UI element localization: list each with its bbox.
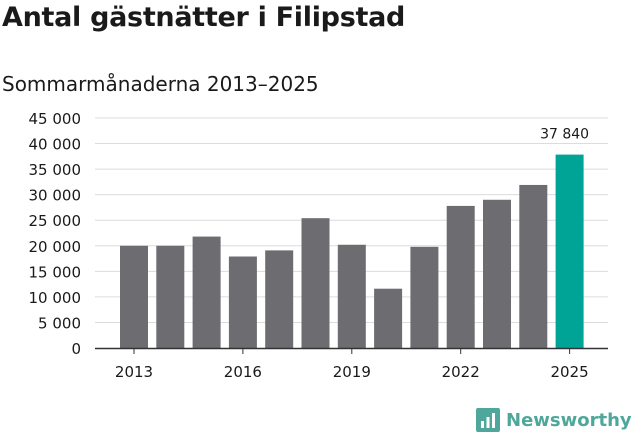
chart-subtitle: Sommarmånaderna 2013–2025 [2, 72, 319, 96]
x-tick-label: 2019 [333, 363, 371, 381]
y-tick-label: 25 000 [29, 212, 82, 230]
newsworthy-logo-icon [476, 408, 500, 432]
bar-2013 [120, 245, 148, 348]
y-tick-label: 30 000 [29, 187, 82, 205]
y-tick-label: 15 000 [29, 263, 82, 281]
bar-2025 [555, 154, 584, 348]
y-tick-label: 0 [71, 340, 81, 358]
bar-2020 [374, 288, 403, 348]
x-tick-label: 2025 [551, 363, 589, 381]
y-tick-label: 5 000 [38, 314, 81, 332]
y-tick-label: 20 000 [29, 238, 82, 256]
bar-2022 [446, 205, 475, 348]
x-tick-label: 2022 [442, 363, 480, 381]
x-tick-label: 2016 [224, 363, 262, 381]
chart-title: Antal gästnätter i Filipstad [2, 2, 406, 33]
y-tick-label: 10 000 [29, 289, 82, 307]
bar-2018 [301, 218, 330, 348]
data-label: 37 840 [540, 127, 589, 143]
bar-2024 [519, 184, 548, 348]
bar-2017 [265, 250, 294, 348]
y-tick-label: 40 000 [29, 136, 82, 154]
x-tick-label: 2013 [115, 363, 153, 381]
brand-name: Newsworthy [506, 409, 631, 431]
y-tick-label: 45 000 [29, 110, 82, 128]
bar-2023 [483, 199, 511, 348]
y-tick-label: 35 000 [29, 161, 82, 179]
bar-2019 [337, 244, 366, 348]
bar-2014 [156, 245, 185, 348]
bar-2015 [192, 236, 221, 348]
bar-2016 [228, 256, 257, 348]
bar-2021 [410, 246, 439, 348]
brand-logo: Newsworthy [476, 408, 631, 432]
